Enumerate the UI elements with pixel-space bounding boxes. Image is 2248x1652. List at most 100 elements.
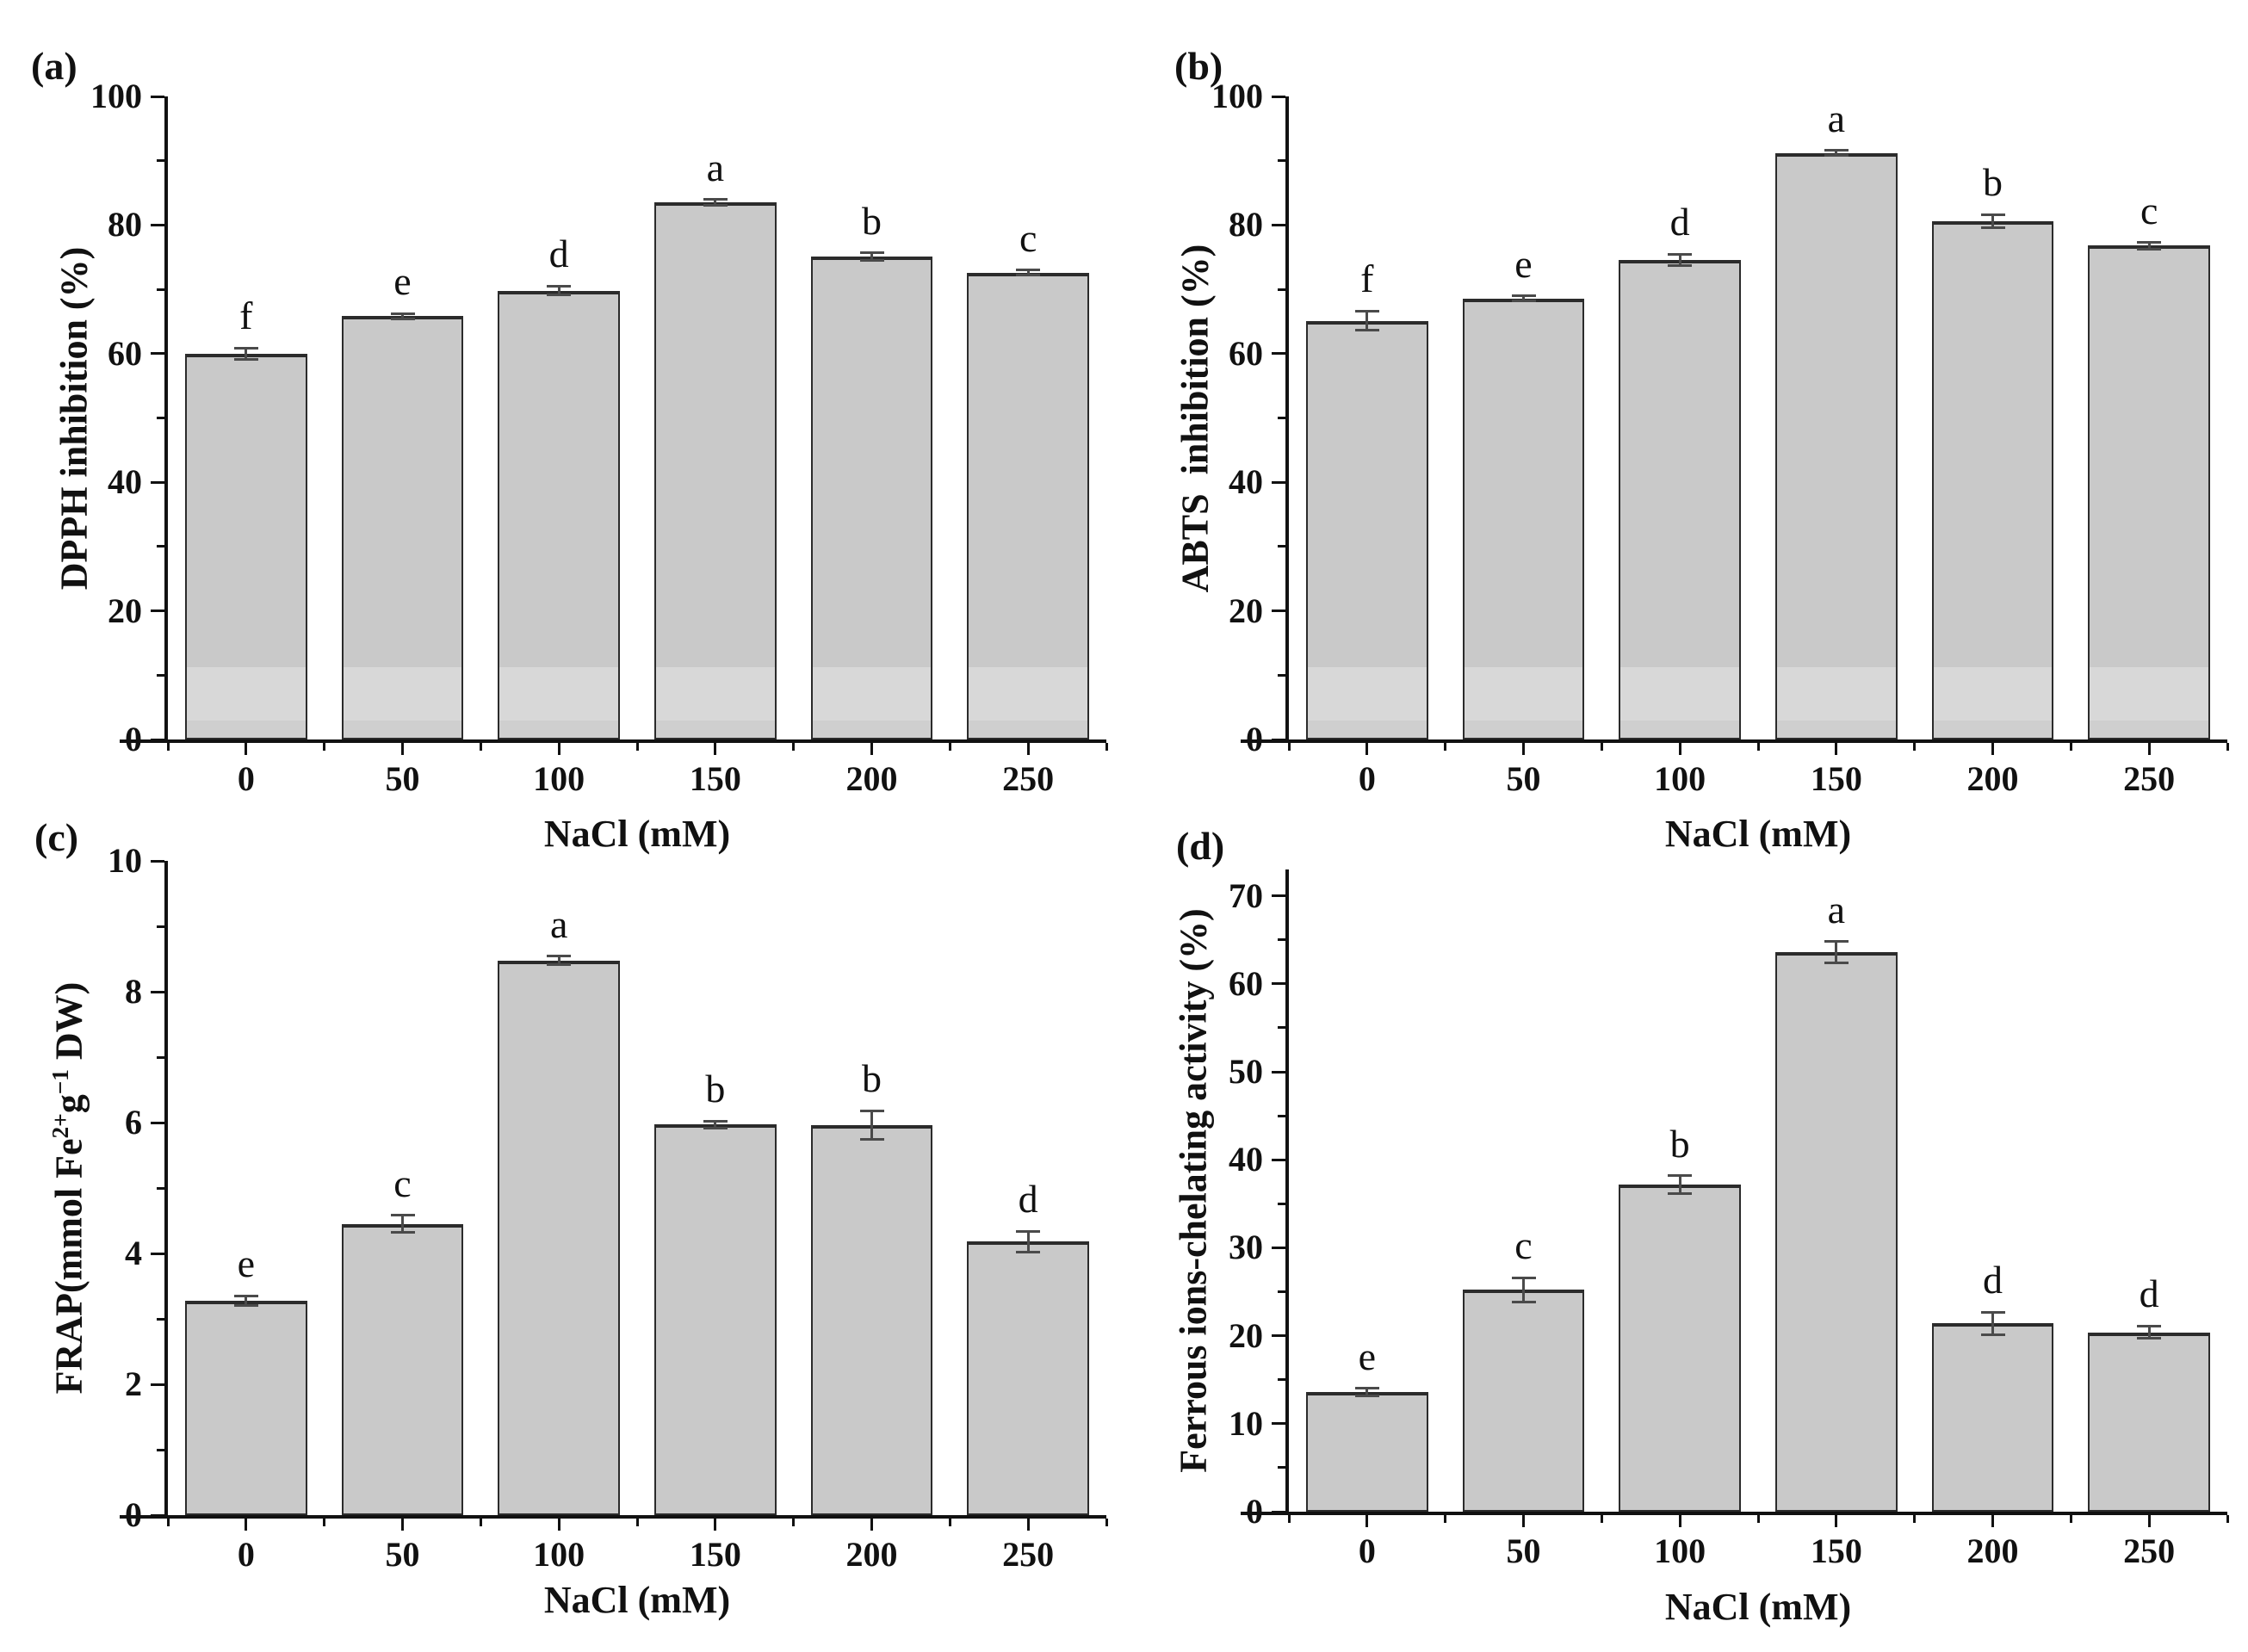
y-tick-label: 10 bbox=[1229, 1403, 1263, 1443]
x-minor-tick bbox=[479, 743, 482, 751]
error-bar-cap-top bbox=[233, 346, 258, 350]
bar-250mM bbox=[967, 1241, 1089, 1515]
panel-letter-c: (c) bbox=[34, 815, 79, 859]
bar-band-highlight bbox=[1620, 666, 1739, 721]
y-tick-label: 80 bbox=[1229, 205, 1263, 244]
error-bar-line bbox=[1991, 214, 1994, 228]
bar-250mM bbox=[2088, 245, 2210, 739]
bar-band-highlight bbox=[1307, 666, 1427, 721]
y-minor-tick bbox=[157, 417, 164, 419]
bar-band-highlight bbox=[499, 666, 618, 721]
x-minor-tick bbox=[1287, 743, 1291, 751]
error-bar-cap-bottom bbox=[859, 258, 884, 262]
error-bar-cap-top bbox=[859, 1109, 884, 1112]
y-tick-label: 0 bbox=[125, 720, 142, 758]
y-major-tick bbox=[1272, 982, 1285, 986]
x-major-tick bbox=[2147, 1515, 2151, 1527]
bar-band-low bbox=[499, 720, 618, 738]
x-minor-tick bbox=[323, 1519, 326, 1526]
x-tick-label: 0 bbox=[237, 1535, 255, 1574]
x-major-tick bbox=[2147, 743, 2151, 755]
error-bar-line bbox=[1678, 254, 1681, 266]
x-major-tick bbox=[401, 1519, 404, 1531]
x-major-tick bbox=[1026, 743, 1030, 755]
bar-band-low bbox=[655, 720, 775, 738]
error-bar-cap-bottom bbox=[547, 962, 572, 966]
y-minor-tick bbox=[1278, 1114, 1285, 1117]
bar-200mM bbox=[810, 1125, 933, 1515]
x-minor-tick bbox=[2226, 743, 2229, 751]
error-bar-cap-bottom bbox=[1511, 1301, 1536, 1304]
error-bar-cap-bottom bbox=[1354, 1394, 1379, 1397]
bar-100mM bbox=[498, 960, 620, 1515]
x-major-tick bbox=[870, 1519, 873, 1531]
y-major-tick bbox=[1272, 1246, 1285, 1249]
bar-band-highlight bbox=[1776, 666, 1896, 721]
y-tick-label: 40 bbox=[108, 462, 142, 502]
significance-letter: b bbox=[1669, 1121, 1690, 1166]
bar-band-highlight bbox=[2090, 666, 2208, 721]
x-major-tick bbox=[1835, 1515, 1838, 1527]
bar-50mM bbox=[1462, 1290, 1585, 1512]
significance-letter: c bbox=[2140, 188, 2158, 232]
y-major-tick bbox=[1272, 1510, 1285, 1513]
error-bar-cap-top bbox=[547, 955, 572, 958]
y-major-tick bbox=[151, 859, 164, 863]
bar-band-low bbox=[186, 720, 306, 738]
significance-letter: c bbox=[393, 1160, 412, 1205]
x-minor-tick bbox=[1287, 1515, 1291, 1523]
x-minor-tick bbox=[2226, 1515, 2229, 1523]
x-minor-tick bbox=[166, 743, 170, 751]
x-major-tick bbox=[557, 1519, 560, 1531]
x-minor-tick bbox=[1444, 1515, 1447, 1523]
error-bar-line bbox=[714, 199, 717, 206]
y-major-tick bbox=[1272, 223, 1285, 226]
error-bar-cap-top bbox=[1980, 213, 2005, 216]
y-major-tick bbox=[1272, 1070, 1285, 1073]
y-minor-tick bbox=[157, 1448, 164, 1451]
y-tick-label: 80 bbox=[108, 205, 142, 244]
x-axis-line bbox=[1241, 1512, 2227, 1515]
y-minor-tick bbox=[157, 545, 164, 548]
y-title-superscript: −1 bbox=[46, 1069, 73, 1095]
x-major-tick bbox=[1678, 743, 1681, 755]
y-tick-label: 8 bbox=[125, 972, 142, 1011]
x-tick-label: 200 bbox=[845, 1535, 898, 1574]
error-bar-line bbox=[1026, 269, 1030, 275]
error-bar-line bbox=[557, 956, 560, 965]
x-major-tick bbox=[1366, 1515, 1369, 1527]
y-tick-label: 0 bbox=[1246, 1492, 1263, 1531]
y-tick-label: 50 bbox=[1229, 1052, 1263, 1092]
error-bar-cap-bottom bbox=[1668, 263, 1693, 267]
y-tick-label: 20 bbox=[1229, 591, 1263, 630]
error-bar-line bbox=[2147, 242, 2151, 250]
y-tick-label: 60 bbox=[1229, 963, 1263, 1003]
y-axis-line bbox=[164, 861, 168, 1519]
bar-200mM bbox=[1931, 1323, 2054, 1512]
x-tick-label: 50 bbox=[1506, 1531, 1541, 1570]
x-minor-tick bbox=[166, 1519, 170, 1526]
y-minor-tick bbox=[157, 925, 164, 928]
significance-letter: c bbox=[1514, 1223, 1533, 1268]
y-tick-label: 6 bbox=[125, 1103, 142, 1142]
x-major-tick bbox=[870, 743, 873, 755]
bar-band-highlight bbox=[655, 666, 775, 721]
error-bar-cap-bottom bbox=[233, 1303, 258, 1307]
y-minor-tick bbox=[157, 159, 164, 163]
y-minor-tick bbox=[157, 1186, 164, 1190]
bar-0mM bbox=[1305, 320, 1428, 739]
y-minor-tick bbox=[1278, 1378, 1285, 1382]
error-bar-cap-top bbox=[703, 198, 728, 201]
error-bar-cap-top bbox=[233, 1294, 258, 1297]
y-minor-tick bbox=[1278, 1290, 1285, 1294]
y-axis-title-abts: ABTS inhibition (%) bbox=[1174, 244, 1217, 593]
error-bar-cap-bottom bbox=[1824, 961, 1849, 964]
x-tick-label: 50 bbox=[1506, 759, 1541, 798]
y-axis-line bbox=[164, 96, 168, 743]
significance-letter: c bbox=[1019, 215, 1037, 260]
bar-band-highlight bbox=[343, 666, 462, 721]
y-tick-label: 60 bbox=[108, 333, 142, 373]
x-minor-tick bbox=[792, 1519, 796, 1526]
error-bar-cap-bottom bbox=[1354, 329, 1379, 332]
